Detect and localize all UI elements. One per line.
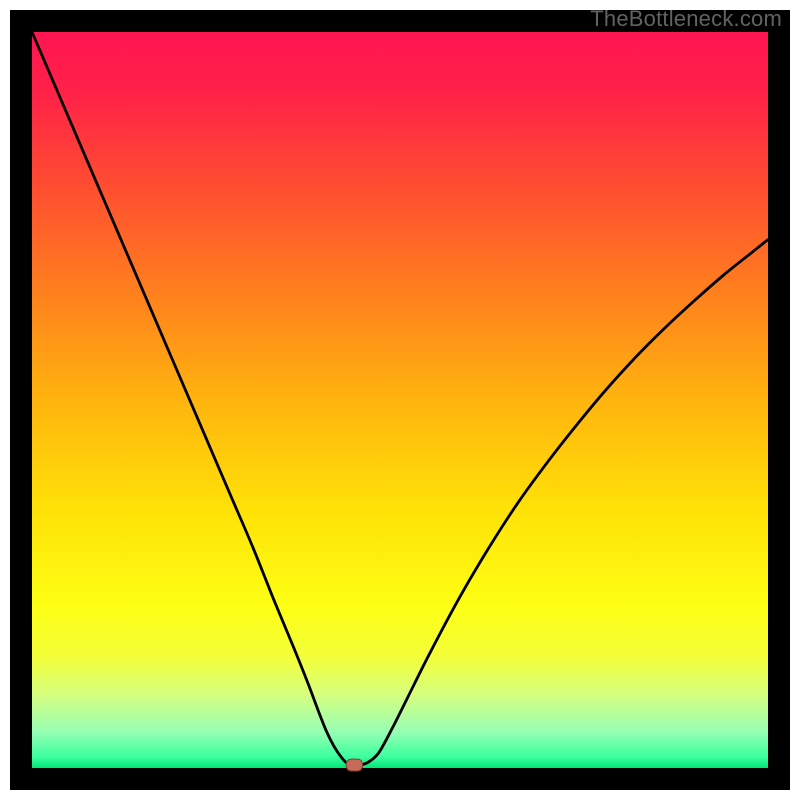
chart-frame [21, 21, 779, 779]
minimum-marker [346, 759, 362, 771]
watermark-text: TheBottleneck.com [590, 6, 782, 32]
plot-background [32, 32, 768, 768]
chart-container: TheBottleneck.com [0, 0, 800, 800]
bottleneck-chart [0, 0, 800, 800]
